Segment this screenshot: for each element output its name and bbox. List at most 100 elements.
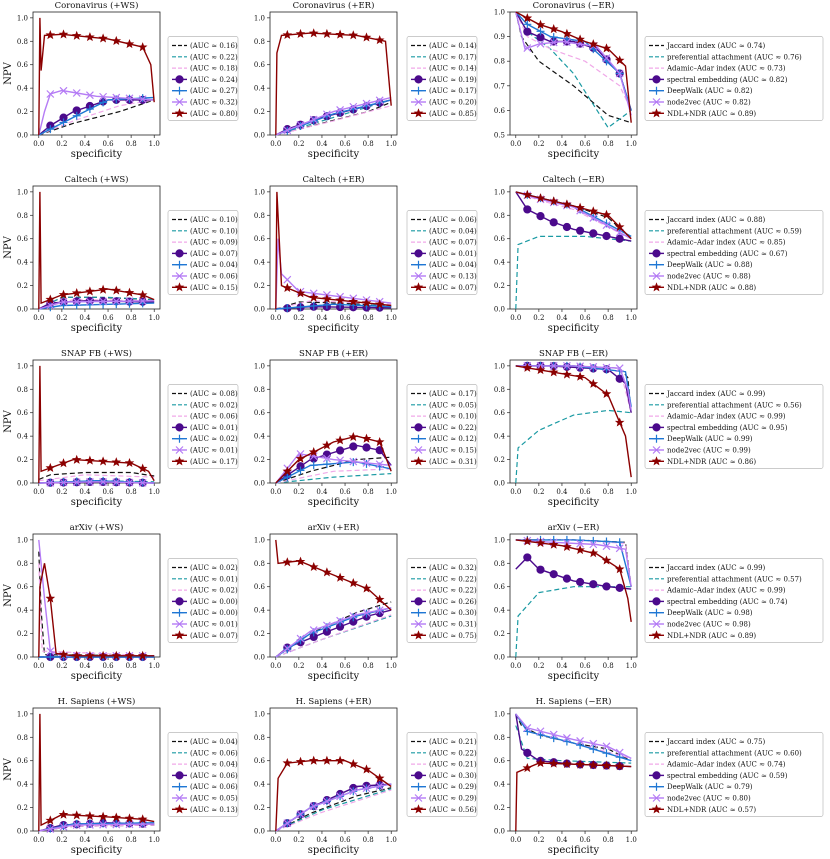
y-tick-label: 0.8: [17, 386, 28, 394]
data-point-node2vec: [562, 361, 571, 370]
legend-entry: (AUC ≈ 0.02): [190, 401, 238, 409]
legend-box: [644, 558, 824, 643]
series-line-pref: [515, 11, 632, 129]
x-tick-label: 0.4: [79, 140, 91, 148]
subplot-4: Caltech (+ER) 0.0 0.2 0.4 0.6 0.8 1.0 0.0 0.2 0.4…: [254, 174, 478, 334]
subplot-title: Caltech (−ER): [542, 174, 604, 185]
data-point-ndl: [71, 30, 82, 40]
series-line-pref: [275, 99, 392, 136]
x-tick-label: 0.2: [293, 314, 304, 322]
data-point-ndl: [575, 544, 585, 555]
legend-entry: (AUC ≈ 0.00): [190, 609, 238, 617]
legend-entry: (AUC ≈ 0.06): [429, 216, 477, 224]
legend-entry: (AUC ≈ 0.56): [429, 806, 477, 814]
x-axis-label: specificity: [548, 845, 600, 856]
plot-frame: [32, 533, 161, 658]
data-point-node2vec: [85, 297, 94, 306]
y-tick-label: 0.2: [254, 108, 265, 116]
y-tick-label: 0.2: [17, 630, 28, 638]
y-tick-label: 1.0: [17, 536, 28, 544]
legend-entry: (AUC ≈ 0.75): [429, 632, 477, 640]
y-tick-label: 0.8: [494, 212, 505, 220]
plot-frame: [269, 533, 398, 658]
data-point-node2vec: [362, 784, 371, 793]
data-point-node2vec: [283, 126, 292, 135]
legend-entry: spectral embedding (AUC ≈ 0.74): [667, 598, 788, 606]
data-point-node2vec: [138, 297, 147, 305]
data-point-ndl: [58, 809, 69, 819]
data-point-node2vec: [99, 92, 108, 101]
legend-entry: DeepWalk (AUC ≈ 0.82): [667, 87, 753, 95]
data-point-ndl: [71, 810, 82, 820]
data-point-node2vec: [549, 38, 558, 47]
legend-marker-ndl: [651, 282, 662, 292]
x-tick-label: 0.0: [33, 662, 44, 670]
series-line-jaccard: [38, 99, 155, 136]
legend-marker-deepwalk: [414, 260, 423, 269]
data-point-ndl: [374, 299, 385, 309]
legend-entry: (AUC ≈ 0.04): [190, 261, 238, 269]
series-line-node2vec: [275, 607, 392, 658]
series-line-ndl: [515, 762, 632, 832]
series-line-jaccard: [38, 471, 155, 481]
data-point-node2vec: [72, 297, 81, 306]
series-line-node2vec: [38, 481, 155, 484]
x-tick-label: 0.6: [102, 662, 114, 670]
subplot-0: Coronavirus (+WS) 0.0 0.2 0.4 0.6 0.8 1.0 0.0 0.…: [3, 0, 239, 160]
data-point-spectral: [549, 218, 558, 227]
data-point-deepwalk: [46, 303, 55, 312]
data-point-node2vec: [589, 362, 598, 371]
legend-entry: (AUC ≈ 0.07): [190, 250, 238, 258]
legend-entry: (AUC ≈ 0.01): [190, 575, 238, 583]
data-point-node2vec: [362, 458, 371, 467]
data-point-ndl: [374, 35, 385, 45]
legend-marker-deepwalk: [175, 434, 184, 443]
legend-marker-spectral: [414, 423, 423, 432]
y-tick-label: 1.0: [254, 362, 265, 370]
y-tick-label: 0.9: [494, 33, 505, 41]
legend-marker-node2vec: [414, 98, 423, 106]
data-point-node2vec: [523, 44, 532, 53]
series-line-ndl: [515, 191, 632, 240]
data-point-ndl: [335, 572, 345, 582]
x-tick-label: 0.4: [316, 836, 328, 844]
x-tick-label: 0.8: [126, 836, 137, 844]
data-point-ndl: [85, 455, 95, 465]
legend-marker-ndl: [651, 456, 662, 466]
legend-entry: (AUC ≈ 0.05): [190, 795, 238, 803]
data-point-ndl: [614, 417, 625, 427]
legend-marker-deepwalk: [652, 86, 661, 95]
y-tick-label: 0.8: [254, 386, 265, 394]
x-tick-label: 0.0: [33, 140, 44, 148]
data-point-node2vec: [59, 86, 68, 95]
legend-box: [644, 210, 824, 295]
legend-marker-deepwalk: [414, 434, 423, 443]
data-point-ndl: [295, 556, 306, 566]
legend-marker-ndl: [413, 456, 424, 466]
y-axis-label: NPV: [3, 61, 14, 84]
data-point-ndl: [111, 457, 122, 467]
legend-entry: Adamic–Adar index (AUC ≈ 0.73): [666, 65, 786, 73]
x-tick-label: 1.0: [386, 314, 397, 322]
x-tick-label: 1.0: [386, 836, 397, 844]
x-tick-label: 0.0: [270, 662, 281, 670]
data-point-node2vec: [46, 647, 55, 656]
legend-entry: (AUC ≈ 0.02): [190, 564, 238, 572]
data-point-deepwalk: [99, 819, 108, 828]
series-line-node2vec: [38, 300, 155, 310]
x-tick-label: 0.2: [533, 836, 544, 844]
series-line-pref: [275, 473, 392, 484]
y-tick-label: 0.4: [254, 85, 266, 93]
y-tick-label: 0.0: [17, 306, 28, 314]
legend-entry: Jaccard index (AUC ≈ 0.74): [666, 42, 766, 50]
subplot-title: H. Sapiens (−ER): [536, 696, 612, 707]
data-point-ndl: [71, 288, 82, 298]
subplot-8: SNAP FB (−ER) 0.0 0.2 0.4 0.6 0.8 1.0 0.0 0.2 0.4…: [494, 348, 824, 508]
y-tick-label: 0.2: [494, 456, 505, 464]
data-point-ndl: [535, 365, 546, 375]
legend-entry: (AUC ≈ 0.01): [190, 424, 238, 432]
legend-entry: (AUC ≈ 0.17): [190, 458, 238, 466]
data-point-spectral: [349, 442, 358, 451]
data-point-node2vec: [112, 820, 121, 829]
data-point-ndl: [335, 29, 345, 39]
